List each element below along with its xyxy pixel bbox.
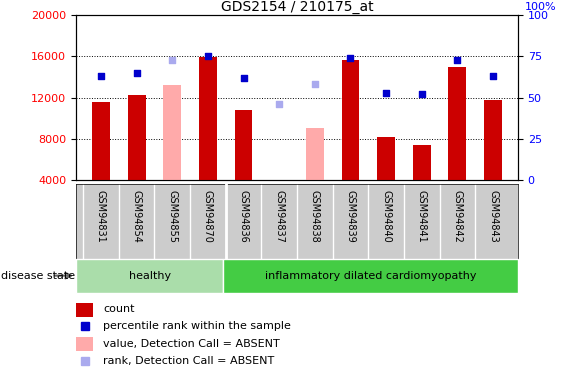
Point: [168, 57, 177, 63]
Text: healthy: healthy: [128, 271, 171, 280]
Text: rank, Detection Call = ABSENT: rank, Detection Call = ABSENT: [104, 356, 275, 366]
Text: GSM94854: GSM94854: [132, 190, 142, 243]
Bar: [377, 137, 395, 180]
Text: GSM94831: GSM94831: [96, 190, 106, 243]
Text: GSM94837: GSM94837: [274, 190, 284, 243]
Text: 100%: 100%: [525, 2, 557, 12]
Bar: [342, 60, 359, 180]
Point: [275, 101, 284, 107]
Text: GSM94843: GSM94843: [488, 190, 498, 243]
Bar: [76, 303, 93, 317]
Bar: [76, 259, 224, 292]
Point: [203, 53, 212, 59]
Point: [239, 75, 248, 81]
Bar: [235, 110, 252, 180]
Bar: [270, 180, 288, 182]
Bar: [92, 102, 110, 180]
Text: value, Detection Call = ABSENT: value, Detection Call = ABSENT: [104, 339, 280, 348]
Point: [346, 55, 355, 61]
Point: [96, 73, 105, 79]
Text: inflammatory dilated cardiomyopathy: inflammatory dilated cardiomyopathy: [265, 271, 476, 280]
Text: disease state: disease state: [1, 271, 75, 280]
Bar: [76, 337, 93, 351]
Text: GSM94870: GSM94870: [203, 190, 213, 243]
Text: GSM94840: GSM94840: [381, 190, 391, 243]
Title: GDS2154 / 210175_at: GDS2154 / 210175_at: [221, 0, 373, 14]
Point: [417, 91, 426, 97]
Bar: [199, 57, 217, 180]
Point: [453, 57, 462, 63]
Point: [132, 70, 141, 76]
Bar: [449, 67, 466, 180]
Text: GSM94841: GSM94841: [417, 190, 427, 243]
Point: [382, 90, 391, 96]
Text: GSM94855: GSM94855: [167, 190, 177, 243]
Point: [489, 73, 498, 79]
Text: GSM94839: GSM94839: [346, 190, 355, 243]
Bar: [484, 100, 502, 180]
Text: count: count: [104, 304, 135, 314]
Text: GSM94838: GSM94838: [310, 190, 320, 243]
Text: GSM94836: GSM94836: [239, 190, 248, 243]
Bar: [128, 96, 145, 180]
Text: percentile rank within the sample: percentile rank within the sample: [104, 321, 291, 331]
Bar: [224, 259, 518, 292]
Bar: [163, 85, 181, 180]
Point: [310, 81, 319, 87]
Bar: [413, 145, 431, 180]
Text: GSM94842: GSM94842: [452, 190, 462, 243]
Bar: [306, 128, 324, 180]
